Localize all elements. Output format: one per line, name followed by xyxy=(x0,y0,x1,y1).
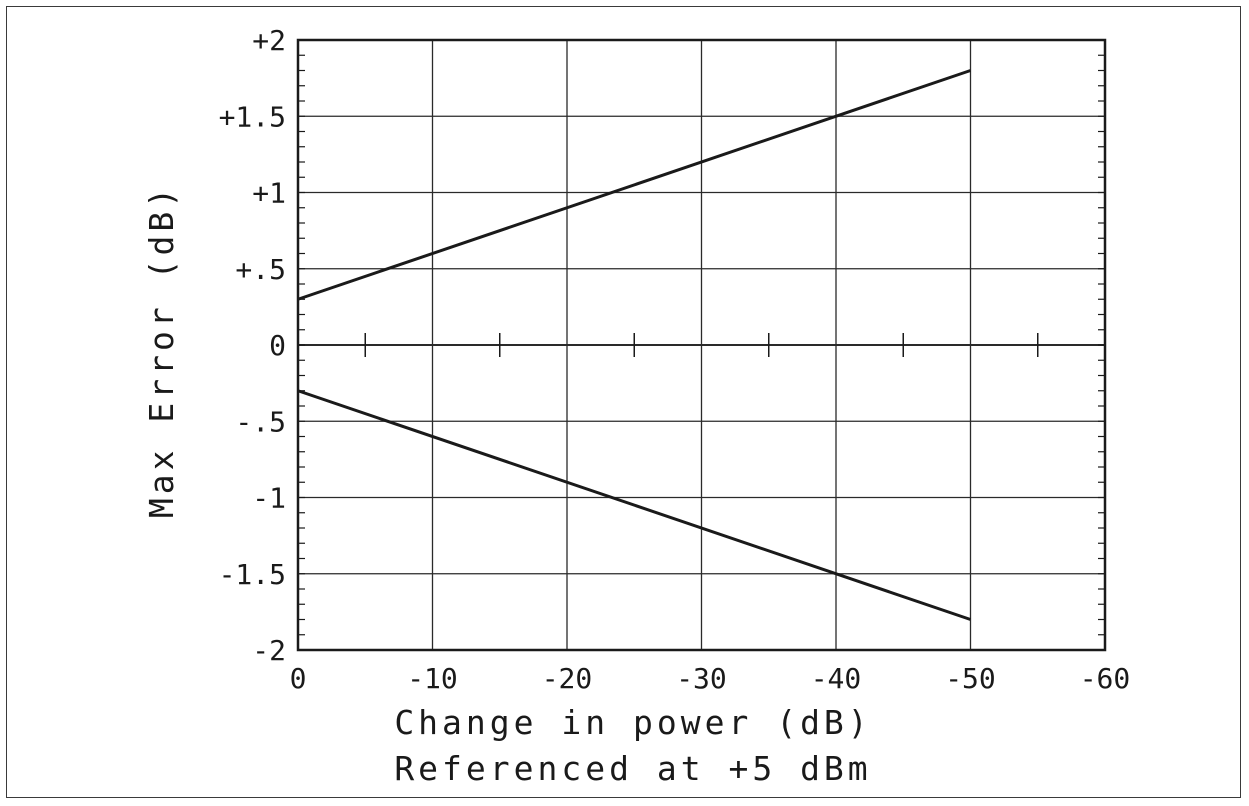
x-tick-label: -30 xyxy=(676,662,727,695)
series-line-1 xyxy=(297,69,971,301)
x-tick-label: -10 xyxy=(407,662,458,695)
x-tick-label: -20 xyxy=(542,662,593,695)
x-tick-label: 0 xyxy=(290,662,307,695)
y-tick-label: +1 xyxy=(252,177,286,210)
x-axis-subtitle: Referenced at +5 dBm xyxy=(394,749,871,788)
max-error-chart: 0 -10 -20 -30 -40 -50 -60 +2 +1.5 +1 +.5 0 -.5 -1 -1.5… xyxy=(142,24,1131,788)
y-tick-label: +1.5 xyxy=(219,100,286,133)
y-tick-label: -1.5 xyxy=(219,558,286,591)
y-tick-label: -2 xyxy=(252,634,286,667)
series-lines xyxy=(297,69,971,621)
chart-frame: 0 -10 -20 -30 -40 -50 -60 +2 +1.5 +1 +.5 0 -.5 -1 -1.5… xyxy=(6,6,1241,798)
x-tick-label: -40 xyxy=(811,662,862,695)
grid-lines xyxy=(298,40,1105,650)
y-tick-label: -1 xyxy=(252,482,286,515)
y-tick-label: +.5 xyxy=(235,253,286,286)
tick-labels: 0 -10 -20 -30 -40 -50 -60 +2 +1.5 +1 +.5 0 -.5 -1 -1.5… xyxy=(219,24,1131,695)
axes xyxy=(296,38,1107,652)
y-tick-label: 0 xyxy=(269,329,286,362)
x-tick-label: -60 xyxy=(1080,662,1131,695)
y-tick-label: -.5 xyxy=(235,405,286,438)
x-tick-label: -50 xyxy=(945,662,996,695)
x-axis-title: Change in power (dB) xyxy=(394,703,871,742)
y-tick-label: +2 xyxy=(252,24,286,57)
series-line-2 xyxy=(297,389,971,621)
y-axis-title: Max Error (dB) xyxy=(142,184,181,518)
